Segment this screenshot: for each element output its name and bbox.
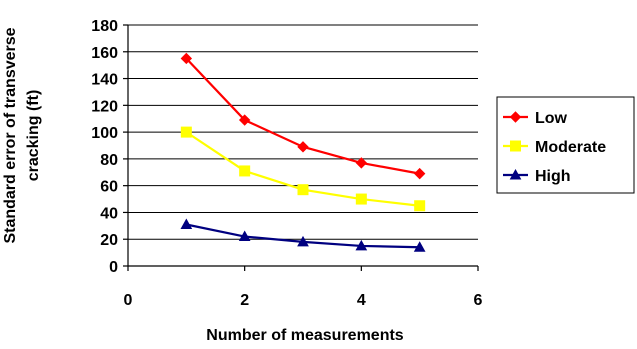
data-point-high <box>238 230 251 242</box>
data-point-moderate <box>414 200 426 212</box>
axes <box>123 24 479 271</box>
series-moderate <box>180 126 426 212</box>
data-point-high <box>413 241 426 252</box>
y-tick-label: 100 <box>91 125 118 142</box>
data-point-high <box>297 235 309 247</box>
x-tick-label: 4 <box>357 292 366 309</box>
legend-label-high: High <box>535 168 571 185</box>
y-tick-label: 20 <box>100 232 118 249</box>
data-point-high <box>355 239 368 251</box>
data-point-moderate <box>297 184 309 196</box>
data-point-moderate <box>355 193 367 205</box>
data-point-low <box>180 52 193 65</box>
legend-item-high: High <box>503 168 571 185</box>
y-tick-label: 180 <box>91 18 118 35</box>
legend-items: Low Moderate High <box>503 110 606 185</box>
x-tick-label: 6 <box>474 292 483 309</box>
gridlines <box>128 24 478 240</box>
y-tick-label: 40 <box>100 205 118 222</box>
tick-labels: 0 20 40 60 80 100 120 140 160 180 0 2 4 6 <box>91 18 482 309</box>
y-tick-label: 140 <box>91 72 118 89</box>
legend-label-low: Low <box>535 110 568 127</box>
data-point-high <box>180 218 193 229</box>
data-point-low <box>355 157 368 169</box>
y-axis-title-line-1: Standard error of transverse <box>2 27 19 243</box>
data-point-moderate <box>180 126 192 138</box>
legend-item-low: Low <box>503 110 568 127</box>
legend-label-moderate: Moderate <box>535 139 606 156</box>
x-tick-label: 0 <box>124 292 133 309</box>
legend-marker-high <box>509 168 522 180</box>
series-high <box>180 218 426 252</box>
x-axis-title: Number of measurements <box>206 327 403 344</box>
legend: Low Moderate High <box>496 96 635 194</box>
data-point-moderate <box>239 165 251 177</box>
y-tick-label: 60 <box>100 179 118 196</box>
legend-marker-low <box>509 111 522 123</box>
legend-marker-moderate <box>510 140 521 152</box>
x-tick-label: 2 <box>240 292 249 309</box>
data-point-low <box>297 141 309 153</box>
data-point-low <box>238 114 251 126</box>
legend-item-moderate: Moderate <box>503 139 606 156</box>
y-tick-label: 0 <box>109 259 118 276</box>
series-group <box>180 52 426 252</box>
series-low <box>180 52 426 180</box>
data-point-low <box>413 167 426 180</box>
y-tick-label: 120 <box>91 98 118 115</box>
y-axis-title-line-2: cracking (ft) <box>25 90 42 182</box>
y-tick-label: 160 <box>91 45 118 62</box>
y-tick-label: 80 <box>100 152 118 169</box>
